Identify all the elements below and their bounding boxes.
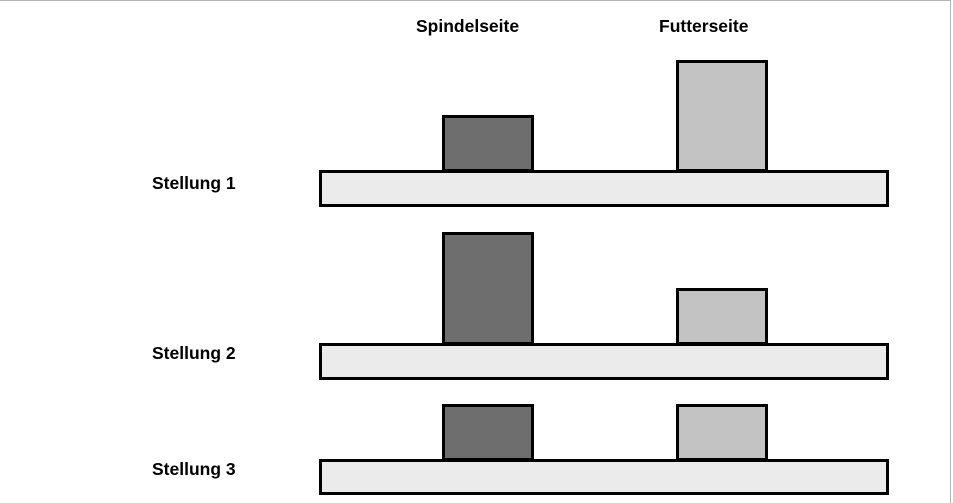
row-label-stellung-3: Stellung 3 <box>152 459 236 479</box>
spindel-block-stellung-3 <box>442 404 534 461</box>
bar-stellung-1 <box>319 170 889 207</box>
futter-block-stellung-3 <box>676 404 768 461</box>
spindel-block-stellung-1 <box>442 115 534 172</box>
futter-block-stellung-2 <box>676 288 768 345</box>
row-label-stellung-2: Stellung 2 <box>152 343 236 363</box>
row-label-stellung-1: Stellung 1 <box>152 173 236 193</box>
column-label-futterseite: Futterseite <box>659 16 749 36</box>
column-label-spindelseite: Spindelseite <box>416 16 520 36</box>
bar-stellung-2 <box>319 343 889 380</box>
futter-block-stellung-1 <box>676 60 768 172</box>
spindel-block-stellung-2 <box>442 232 534 345</box>
bar-stellung-3 <box>319 459 889 495</box>
